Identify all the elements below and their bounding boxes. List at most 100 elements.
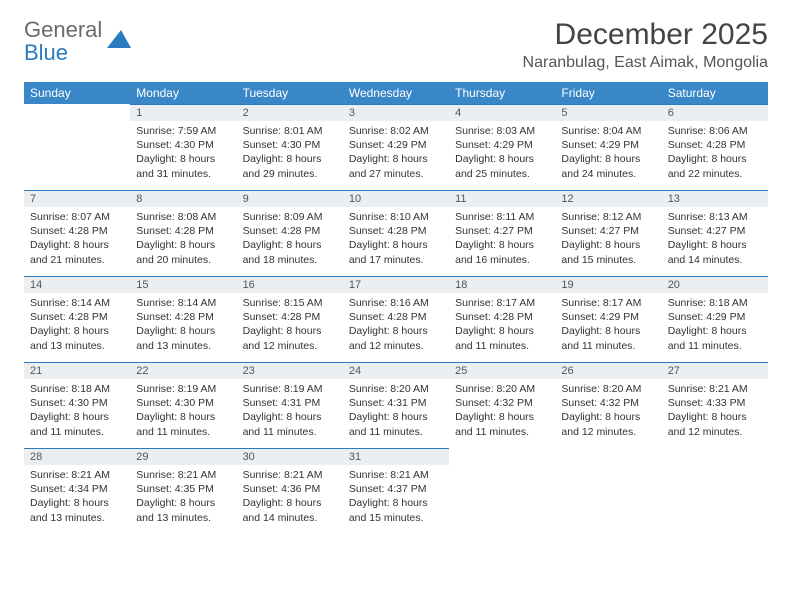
day-number: 25 bbox=[449, 362, 555, 379]
day-body: Sunrise: 8:20 AMSunset: 4:31 PMDaylight:… bbox=[343, 379, 449, 442]
day-number: 12 bbox=[555, 190, 661, 207]
sunrise: Sunrise: 8:10 AM bbox=[349, 210, 443, 224]
logo-word2: Blue bbox=[24, 40, 68, 65]
sunrise: Sunrise: 8:17 AM bbox=[561, 296, 655, 310]
day-number: 17 bbox=[343, 276, 449, 293]
daylight: Daylight: 8 hours and 13 minutes. bbox=[136, 496, 230, 524]
day-body: Sunrise: 8:19 AMSunset: 4:31 PMDaylight:… bbox=[237, 379, 343, 442]
calendar-cell: 29Sunrise: 8:21 AMSunset: 4:35 PMDayligh… bbox=[130, 448, 236, 534]
daylight: Daylight: 8 hours and 27 minutes. bbox=[349, 152, 443, 180]
day-number: 1 bbox=[130, 104, 236, 121]
sunrise: Sunrise: 8:13 AM bbox=[668, 210, 762, 224]
day-body: Sunrise: 8:07 AMSunset: 4:28 PMDaylight:… bbox=[24, 207, 130, 270]
sunset: Sunset: 4:29 PM bbox=[455, 138, 549, 152]
sunrise: Sunrise: 8:21 AM bbox=[30, 468, 124, 482]
day-body: Sunrise: 8:10 AMSunset: 4:28 PMDaylight:… bbox=[343, 207, 449, 270]
calendar-table: Sunday Monday Tuesday Wednesday Thursday… bbox=[24, 82, 768, 534]
sunrise: Sunrise: 8:11 AM bbox=[455, 210, 549, 224]
sunrise: Sunrise: 8:14 AM bbox=[30, 296, 124, 310]
day-body: Sunrise: 8:21 AMSunset: 4:36 PMDaylight:… bbox=[237, 465, 343, 528]
daylight: Daylight: 8 hours and 11 minutes. bbox=[243, 410, 337, 438]
sunset: Sunset: 4:28 PM bbox=[30, 310, 124, 324]
sunset: Sunset: 4:36 PM bbox=[243, 482, 337, 496]
day-body: Sunrise: 7:59 AMSunset: 4:30 PMDaylight:… bbox=[130, 121, 236, 184]
calendar-row: 7Sunrise: 8:07 AMSunset: 4:28 PMDaylight… bbox=[24, 190, 768, 276]
day-number: 13 bbox=[662, 190, 768, 207]
day-number: 19 bbox=[555, 276, 661, 293]
day-body: Sunrise: 8:14 AMSunset: 4:28 PMDaylight:… bbox=[130, 293, 236, 356]
day-number: 16 bbox=[237, 276, 343, 293]
day-body: Sunrise: 8:15 AMSunset: 4:28 PMDaylight:… bbox=[237, 293, 343, 356]
calendar-cell: 9Sunrise: 8:09 AMSunset: 4:28 PMDaylight… bbox=[237, 190, 343, 276]
calendar-row: 28Sunrise: 8:21 AMSunset: 4:34 PMDayligh… bbox=[24, 448, 768, 534]
sunset: Sunset: 4:29 PM bbox=[561, 310, 655, 324]
sunset: Sunset: 4:30 PM bbox=[243, 138, 337, 152]
calendar-cell: 7Sunrise: 8:07 AMSunset: 4:28 PMDaylight… bbox=[24, 190, 130, 276]
day-body: Sunrise: 8:21 AMSunset: 4:33 PMDaylight:… bbox=[662, 379, 768, 442]
day-body: Sunrise: 8:13 AMSunset: 4:27 PMDaylight:… bbox=[662, 207, 768, 270]
day-number: 3 bbox=[343, 104, 449, 121]
daylight: Daylight: 8 hours and 13 minutes. bbox=[136, 324, 230, 352]
day-body: Sunrise: 8:04 AMSunset: 4:29 PMDaylight:… bbox=[555, 121, 661, 184]
calendar-cell: . bbox=[662, 448, 768, 534]
daylight: Daylight: 8 hours and 22 minutes. bbox=[668, 152, 762, 180]
sunset: Sunset: 4:32 PM bbox=[561, 396, 655, 410]
day-body: Sunrise: 8:21 AMSunset: 4:35 PMDaylight:… bbox=[130, 465, 236, 528]
calendar-cell: 11Sunrise: 8:11 AMSunset: 4:27 PMDayligh… bbox=[449, 190, 555, 276]
sunset: Sunset: 4:31 PM bbox=[243, 396, 337, 410]
daylight: Daylight: 8 hours and 11 minutes. bbox=[136, 410, 230, 438]
weekday-header: Sunday bbox=[24, 82, 130, 104]
day-body: Sunrise: 8:20 AMSunset: 4:32 PMDaylight:… bbox=[449, 379, 555, 442]
weekday-header-row: Sunday Monday Tuesday Wednesday Thursday… bbox=[24, 82, 768, 104]
sunset: Sunset: 4:28 PM bbox=[668, 138, 762, 152]
day-body: Sunrise: 8:18 AMSunset: 4:30 PMDaylight:… bbox=[24, 379, 130, 442]
day-number: 14 bbox=[24, 276, 130, 293]
weekday-header: Tuesday bbox=[237, 82, 343, 104]
sunset: Sunset: 4:34 PM bbox=[30, 482, 124, 496]
daylight: Daylight: 8 hours and 12 minutes. bbox=[561, 410, 655, 438]
calendar-cell: 23Sunrise: 8:19 AMSunset: 4:31 PMDayligh… bbox=[237, 362, 343, 448]
calendar-body: .1Sunrise: 7:59 AMSunset: 4:30 PMDayligh… bbox=[24, 104, 768, 534]
daylight: Daylight: 8 hours and 11 minutes. bbox=[30, 410, 124, 438]
daylight: Daylight: 8 hours and 11 minutes. bbox=[561, 324, 655, 352]
calendar-cell: 25Sunrise: 8:20 AMSunset: 4:32 PMDayligh… bbox=[449, 362, 555, 448]
day-body: Sunrise: 8:21 AMSunset: 4:37 PMDaylight:… bbox=[343, 465, 449, 528]
sunset: Sunset: 4:31 PM bbox=[349, 396, 443, 410]
daylight: Daylight: 8 hours and 14 minutes. bbox=[243, 496, 337, 524]
day-body: Sunrise: 8:03 AMSunset: 4:29 PMDaylight:… bbox=[449, 121, 555, 184]
calendar-cell: 3Sunrise: 8:02 AMSunset: 4:29 PMDaylight… bbox=[343, 104, 449, 190]
day-body: Sunrise: 8:17 AMSunset: 4:28 PMDaylight:… bbox=[449, 293, 555, 356]
sunrise: Sunrise: 8:04 AM bbox=[561, 124, 655, 138]
calendar-cell: 18Sunrise: 8:17 AMSunset: 4:28 PMDayligh… bbox=[449, 276, 555, 362]
weekday-header: Wednesday bbox=[343, 82, 449, 104]
day-body: Sunrise: 8:09 AMSunset: 4:28 PMDaylight:… bbox=[237, 207, 343, 270]
sunrise: Sunrise: 8:18 AM bbox=[668, 296, 762, 310]
daylight: Daylight: 8 hours and 29 minutes. bbox=[243, 152, 337, 180]
calendar-cell: 17Sunrise: 8:16 AMSunset: 4:28 PMDayligh… bbox=[343, 276, 449, 362]
sunrise: Sunrise: 8:09 AM bbox=[243, 210, 337, 224]
calendar-cell: 13Sunrise: 8:13 AMSunset: 4:27 PMDayligh… bbox=[662, 190, 768, 276]
daylight: Daylight: 8 hours and 11 minutes. bbox=[455, 324, 549, 352]
day-body: Sunrise: 8:02 AMSunset: 4:29 PMDaylight:… bbox=[343, 121, 449, 184]
logo-word1: General bbox=[24, 17, 102, 42]
sunrise: Sunrise: 8:20 AM bbox=[349, 382, 443, 396]
location: Naranbulag, East Aimak, Mongolia bbox=[523, 54, 768, 72]
sunrise: Sunrise: 8:15 AM bbox=[243, 296, 337, 310]
logo-text: General Blue bbox=[24, 18, 102, 64]
calendar-cell: 30Sunrise: 8:21 AMSunset: 4:36 PMDayligh… bbox=[237, 448, 343, 534]
sunrise: Sunrise: 8:12 AM bbox=[561, 210, 655, 224]
sunrise: Sunrise: 8:17 AM bbox=[455, 296, 549, 310]
day-number: 2 bbox=[237, 104, 343, 121]
day-number: 21 bbox=[24, 362, 130, 379]
sunrise: Sunrise: 7:59 AM bbox=[136, 124, 230, 138]
day-body: Sunrise: 8:17 AMSunset: 4:29 PMDaylight:… bbox=[555, 293, 661, 356]
day-number: 29 bbox=[130, 448, 236, 465]
calendar-cell: 27Sunrise: 8:21 AMSunset: 4:33 PMDayligh… bbox=[662, 362, 768, 448]
day-number: 18 bbox=[449, 276, 555, 293]
day-body: Sunrise: 8:08 AMSunset: 4:28 PMDaylight:… bbox=[130, 207, 236, 270]
sunrise: Sunrise: 8:21 AM bbox=[349, 468, 443, 482]
daylight: Daylight: 8 hours and 12 minutes. bbox=[349, 324, 443, 352]
daylight: Daylight: 8 hours and 21 minutes. bbox=[30, 238, 124, 266]
daylight: Daylight: 8 hours and 11 minutes. bbox=[455, 410, 549, 438]
calendar-cell: 8Sunrise: 8:08 AMSunset: 4:28 PMDaylight… bbox=[130, 190, 236, 276]
